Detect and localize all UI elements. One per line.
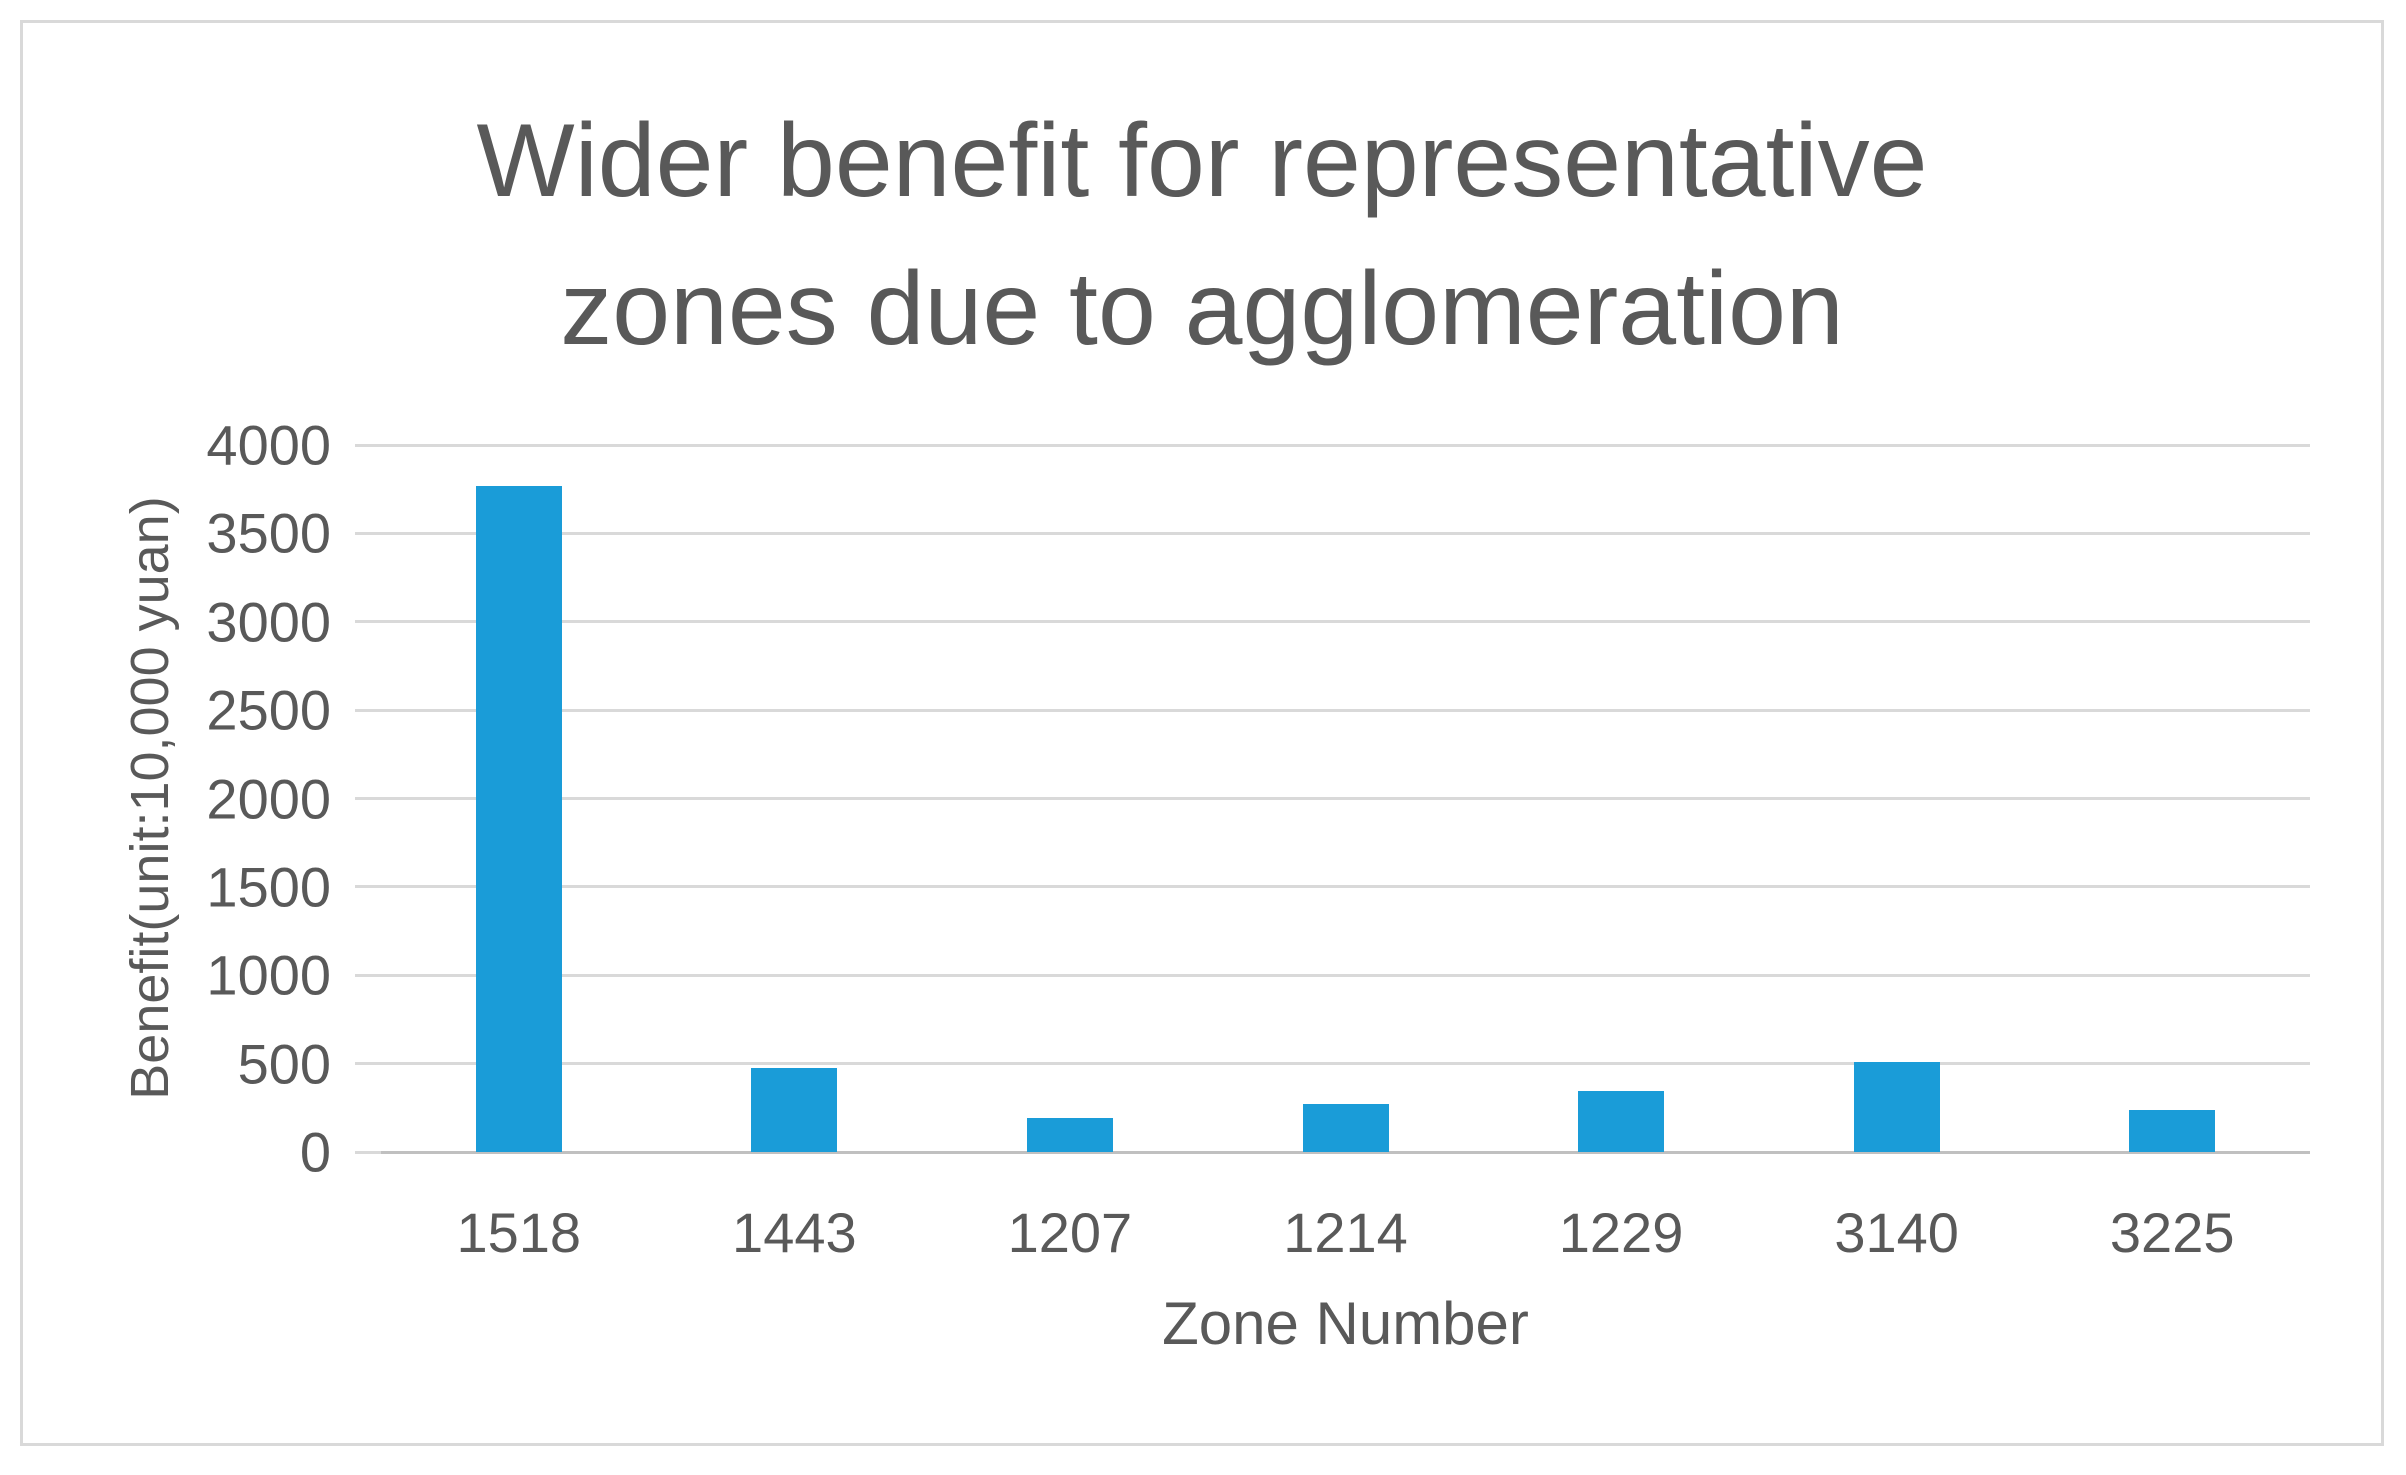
x-tick-label: 1214 [1283, 1201, 1408, 1264]
x-tick-label: 1518 [456, 1201, 582, 1264]
y-tick-label: 3500 [206, 501, 331, 565]
x-tick-label: 3140 [1834, 1201, 1959, 1264]
y-tick-label: 1500 [206, 855, 331, 919]
bar [751, 1068, 838, 1152]
y-tick-mark [355, 1062, 381, 1066]
y-tick-mark [355, 1150, 381, 1154]
bar [2129, 1110, 2216, 1152]
y-tick-mark [355, 443, 381, 447]
chart-title: Wider benefit for representative zones d… [23, 87, 2381, 383]
y-tick-label: 3000 [206, 590, 331, 654]
bar [1026, 1117, 1113, 1152]
bar [1853, 1061, 1940, 1152]
gridline [381, 443, 2310, 447]
chart-title-line1: Wider benefit for representative [476, 103, 1928, 219]
bar [475, 485, 562, 1152]
x-axis-line [381, 1150, 2310, 1154]
gridline [381, 620, 2310, 624]
y-tick-label: 0 [299, 1120, 331, 1184]
gridline [381, 531, 2310, 535]
gridline [381, 708, 2310, 712]
y-tick-mark [355, 973, 381, 977]
y-tick-label: 1000 [206, 943, 331, 1007]
x-tick-label: 1229 [1558, 1201, 1684, 1264]
plot-area: 0 500 1000 1500 2000 2500 3000 3500 4000 1518 1443… [206, 414, 2310, 1264]
x-tick-label: 3225 [2109, 1201, 2235, 1264]
bar [1578, 1091, 1665, 1152]
gridline [381, 797, 2310, 800]
y-axis-title: Benefit(unit:10,000 yuan) [120, 496, 180, 1100]
y-tick-mark [355, 708, 381, 712]
x-tick-label: 1207 [1007, 1201, 1133, 1264]
y-tick-mark [355, 797, 381, 800]
y-tick-label: 500 [237, 1032, 331, 1096]
gridline [381, 885, 2310, 889]
bar [1302, 1104, 1389, 1152]
y-tick-label: 2500 [206, 678, 331, 742]
gridline [381, 973, 2310, 977]
x-tick-label: 1443 [732, 1201, 857, 1264]
chart-frame: Wider benefit for representative zones d… [20, 20, 2384, 1446]
y-tick-mark [355, 531, 381, 535]
y-tick-mark [355, 620, 381, 624]
y-tick-label: 2000 [206, 767, 331, 830]
y-tick-label: 4000 [206, 413, 331, 477]
gridline [381, 1062, 2310, 1066]
x-axis-title: Zone Number [1162, 1290, 1529, 1357]
y-tick-mark [355, 885, 381, 889]
chart-title-line2: zones due to agglomeration [560, 251, 1844, 367]
